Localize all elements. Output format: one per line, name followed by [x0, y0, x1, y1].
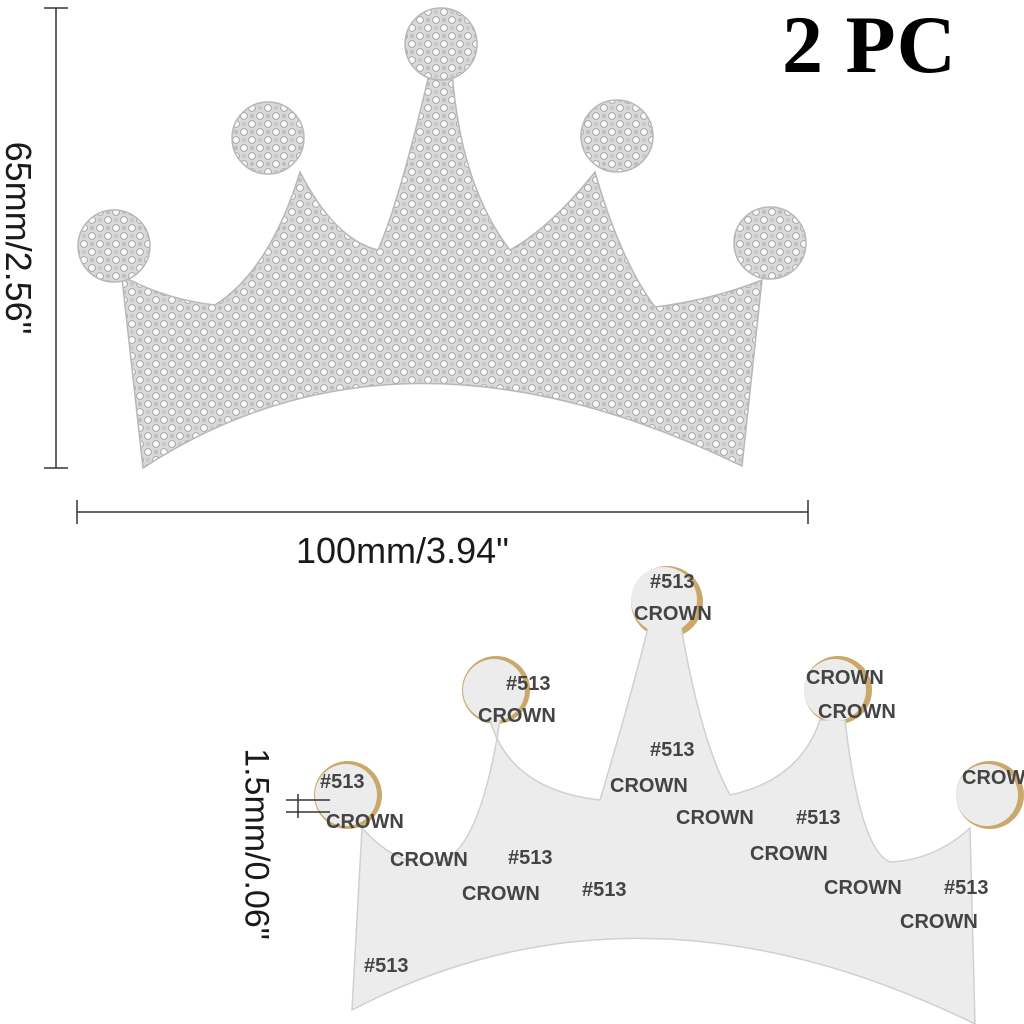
backing-word-text: CROWN: [326, 811, 404, 833]
backing-word-text: CROWN: [478, 705, 556, 727]
backing-body: [351, 619, 976, 1024]
backing-code-text: #513: [506, 673, 551, 695]
crown-tip-ball: [231, 101, 305, 175]
backing-code-text: #513: [944, 877, 989, 899]
backing-tip: [804, 659, 866, 721]
thickness-dimension-line: [286, 794, 330, 818]
backing-word-text: CROWN: [818, 701, 896, 723]
backing-word-text: CROWN: [806, 667, 884, 689]
adhesive-backing-crown: #513 CROWN #513 CROWN CROWN CROWN #513 C…: [314, 566, 1024, 1024]
height-dimension-label: 65mm/2.56": [0, 141, 39, 335]
rhinestone-crown: [77, 7, 807, 470]
backing-word-text: CROWN: [634, 603, 712, 625]
backing-tip: [956, 764, 1018, 826]
backing-word-text: CROWN: [676, 807, 754, 829]
backing-word-text: CROWN: [824, 877, 902, 899]
backing-tip: [463, 659, 525, 721]
backing-code-text: #513: [582, 879, 627, 901]
backing-code-text: #513: [508, 847, 553, 869]
backing-code-text: #513: [320, 771, 365, 793]
thickness-dimension-label: 1.5mm/0.06": [237, 748, 276, 940]
crown-tip-ball: [404, 7, 478, 81]
backing-tip: [631, 567, 697, 633]
crown-body: [121, 69, 763, 470]
crown-tip-ball: [733, 206, 807, 280]
backing-code-text: #513: [650, 571, 695, 593]
crown-tip-ball: [580, 99, 654, 173]
backing-word-text: CROWN: [610, 775, 688, 797]
backing-word-text: CROWN: [462, 883, 540, 905]
backing-code-text: #513: [364, 955, 409, 977]
crown-tip-ball: [77, 209, 151, 283]
backing-word-text: CROWN: [900, 911, 978, 933]
backing-word-text: CROWN: [750, 843, 828, 865]
backing-tip: [315, 764, 377, 826]
backing-code-text: #513: [650, 739, 695, 761]
height-dimension-line: [44, 7, 68, 469]
width-dimension-label: 100mm/3.94": [296, 530, 509, 571]
backing-code-text: #513: [796, 807, 841, 829]
backing-word-text: CROWN: [962, 767, 1024, 789]
width-dimension-line: [76, 500, 809, 524]
quantity-label: 2 PC: [782, 0, 957, 90]
backing-word-text: CROWN: [390, 849, 468, 871]
